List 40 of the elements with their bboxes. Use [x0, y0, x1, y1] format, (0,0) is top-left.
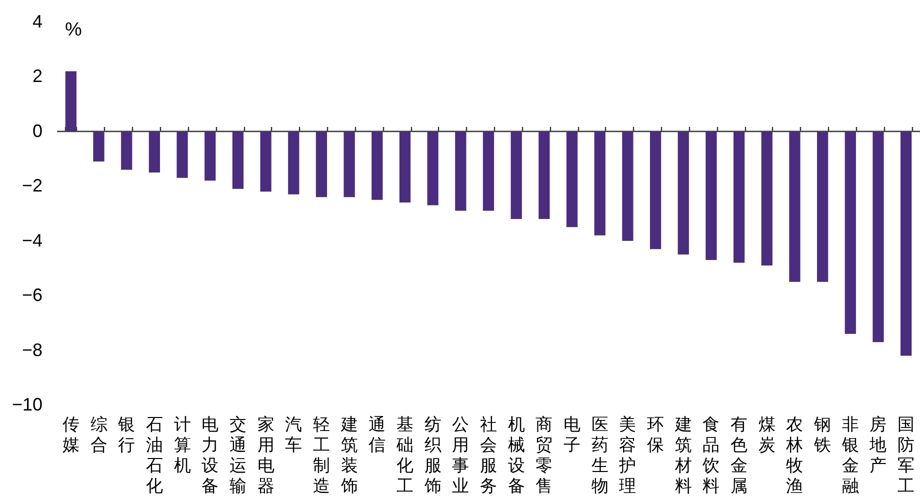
x-tick-label: 商贸零售	[536, 415, 553, 496]
y-tick-label: −6	[22, 285, 42, 306]
x-tick-label: 计算机	[174, 415, 191, 476]
x-tick-label: 纺织服饰	[423, 415, 442, 496]
x-tick-label: 煤炭	[758, 415, 776, 456]
x-tick-label: 有色金属	[730, 415, 748, 496]
x-tick-label: 社会服务	[480, 415, 497, 496]
x-tick-label: 美容护理	[618, 415, 636, 496]
x-tick-label: 建筑材料	[674, 415, 692, 496]
x-tick-label: 石油石化	[146, 415, 163, 496]
y-tick-label: −2	[22, 176, 42, 196]
x-tick-label: 基础化工	[395, 415, 414, 496]
x-tick-label: 银行	[117, 415, 136, 456]
y-tick-label: −10	[12, 394, 42, 414]
y-tick-label: 4	[32, 12, 42, 32]
x-tick-label: 国防军工	[898, 415, 915, 496]
y-tick-label: −8	[22, 340, 42, 360]
x-tick-label: 机械设备	[508, 415, 525, 496]
x-tick-label: 通信	[368, 415, 386, 456]
x-tick-label: 食品饮料	[702, 415, 720, 496]
x-tick-label: 综合	[90, 415, 108, 456]
x-tick-label: 建筑装饰	[340, 415, 358, 496]
x-tick-label: 公用事业	[452, 415, 470, 496]
x-tick-label: 传媒	[62, 415, 80, 456]
x-tick-label: 交通运输	[229, 415, 246, 496]
x-tick-label: 钢铁	[813, 415, 832, 456]
x-tick-label: 汽车	[285, 415, 302, 456]
x-tick-label: 环保	[647, 415, 664, 456]
x-tick-label: 非银金融	[840, 415, 859, 496]
x-tick-label: 家用电器	[257, 415, 274, 496]
y-tick-label: 2	[32, 66, 42, 86]
x-tick-label: 医药生物	[591, 415, 608, 496]
x-tick-label: 轻工制造	[312, 415, 330, 496]
y-tick-label: 0	[32, 120, 42, 141]
x-tick-label: 电子	[564, 415, 581, 456]
y-axis-title: %	[65, 20, 82, 40]
x-tick-label: 农林牧渔	[785, 415, 804, 496]
x-tick-label: 房地产	[868, 415, 887, 476]
x-tick-label: 电力设备	[202, 415, 219, 496]
y-tick-label: −4	[22, 230, 42, 250]
